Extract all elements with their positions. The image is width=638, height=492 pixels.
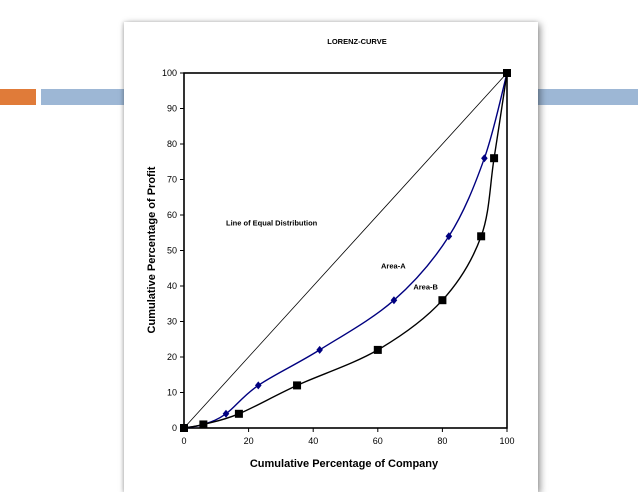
y-tick-label: 50 bbox=[167, 246, 177, 256]
y-tick-label: 20 bbox=[167, 352, 177, 362]
chart-card: LORENZ-CURVE 0 10 20 30 40 50 60 70 80 90 100 0 20 40… bbox=[124, 22, 538, 492]
square-marker bbox=[438, 296, 447, 305]
y-tick-label: 10 bbox=[167, 388, 177, 398]
y-tick-label: 30 bbox=[167, 317, 177, 327]
y-tick-label: 90 bbox=[167, 104, 177, 114]
curve-a-line bbox=[183, 72, 508, 429]
diamond-marker bbox=[222, 409, 230, 418]
square-marker bbox=[477, 232, 486, 241]
annotation-label: Area-A bbox=[381, 261, 406, 270]
y-tick-label: 0 bbox=[172, 423, 177, 433]
square-marker bbox=[199, 420, 208, 429]
x-tick-label: 80 bbox=[437, 436, 447, 446]
x-axis-label: Cumulative Percentage of Company bbox=[250, 458, 439, 470]
accent-bar-orange bbox=[0, 89, 36, 105]
equal-distribution-line bbox=[183, 72, 508, 429]
square-marker bbox=[293, 381, 302, 390]
square-marker bbox=[234, 409, 243, 418]
y-tick-label: 70 bbox=[167, 175, 177, 185]
annotation-label: Line of Equal Distribution bbox=[226, 219, 318, 228]
y-tick-label: 80 bbox=[167, 139, 177, 149]
y-tick-label: 40 bbox=[167, 281, 177, 291]
annotation-label: Area-B bbox=[413, 283, 438, 292]
diamond-marker bbox=[445, 232, 453, 241]
square-marker bbox=[373, 345, 382, 354]
x-tick-label: 0 bbox=[181, 436, 186, 446]
chart-title: LORENZ-CURVE bbox=[327, 37, 386, 46]
y-axis-label: Cumulative Percentage of Profit bbox=[146, 166, 158, 333]
x-tick-label: 40 bbox=[308, 436, 318, 446]
accent-bar-blue-right bbox=[538, 89, 638, 105]
diamond-marker bbox=[316, 345, 323, 354]
x-tick-label: 60 bbox=[373, 436, 383, 446]
lorenz-chart: LORENZ-CURVE 0 10 20 30 40 50 60 70 80 90 100 0 20 40… bbox=[146, 37, 515, 470]
diamond-marker bbox=[254, 381, 262, 390]
y-tick-label: 60 bbox=[167, 210, 177, 220]
accent-bar-blue-left bbox=[41, 89, 126, 105]
y-tick-label: 100 bbox=[162, 68, 177, 78]
square-marker bbox=[490, 154, 499, 163]
square-marker bbox=[180, 424, 188, 432]
x-tick-label: 100 bbox=[499, 436, 514, 446]
square-marker bbox=[503, 69, 511, 77]
diamond-marker bbox=[481, 154, 488, 163]
diamond-marker bbox=[390, 296, 398, 305]
x-tick-label: 20 bbox=[244, 436, 254, 446]
